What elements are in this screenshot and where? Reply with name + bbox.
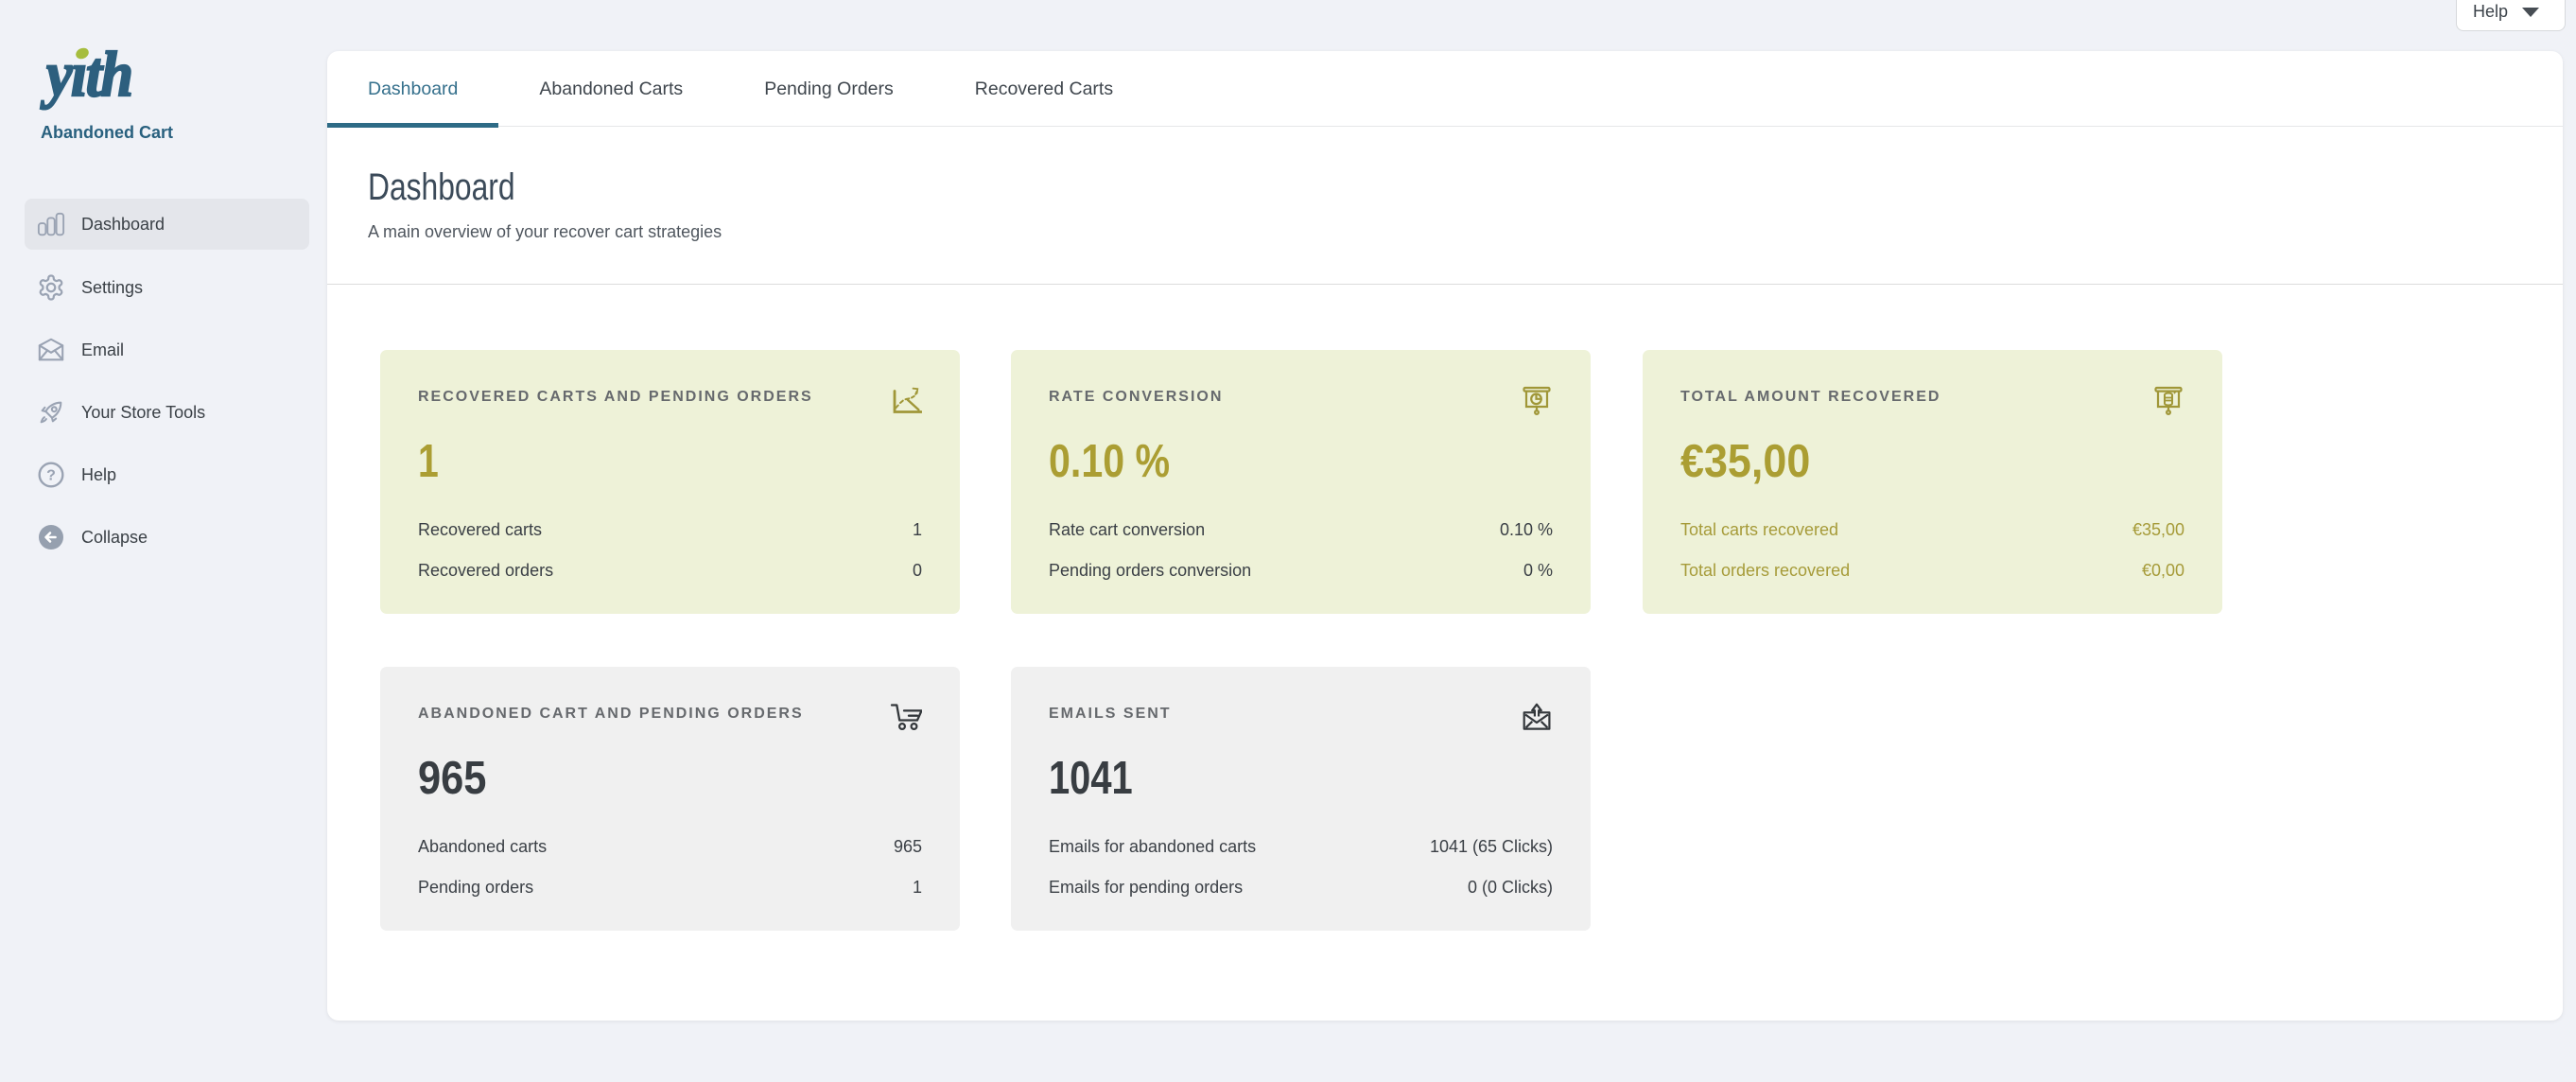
svg-text:?: ? [46,468,56,484]
